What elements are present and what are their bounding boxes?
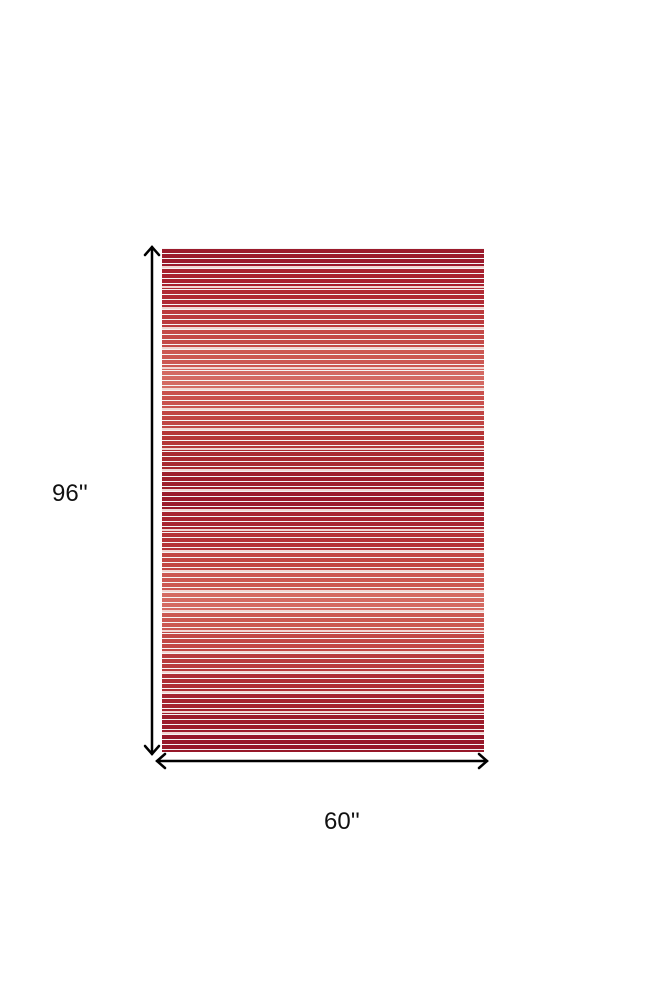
rug-band — [162, 509, 484, 530]
rug-band — [162, 488, 484, 510]
rug-band — [162, 407, 484, 429]
rug-band — [162, 306, 484, 327]
width-arrow-right-head — [477, 752, 489, 770]
height-arrow-top-head — [143, 245, 161, 257]
width-arrow-left-head — [155, 752, 167, 770]
rug-band — [162, 610, 484, 631]
rug-band — [162, 347, 484, 368]
rug-band — [162, 630, 484, 651]
rug-band — [162, 691, 484, 712]
rug-band — [162, 326, 484, 348]
rug-band — [162, 248, 484, 267]
striped-rug-image — [162, 248, 484, 752]
rug-band — [162, 286, 484, 307]
rug-band — [162, 428, 484, 449]
rug-band — [162, 711, 484, 732]
width-dimension-label: 60'' — [324, 808, 360, 835]
rug-band — [162, 650, 484, 671]
rug-band — [162, 589, 484, 611]
rug-band — [162, 266, 484, 287]
rug-band — [162, 569, 484, 590]
height-dimension-label: 96'' — [52, 480, 88, 507]
rug-band — [162, 549, 484, 570]
rug-band — [162, 468, 484, 489]
rug-band — [162, 448, 484, 469]
height-arrow-bottom-head — [143, 744, 161, 756]
rug-band — [162, 387, 484, 408]
rug-band — [162, 367, 484, 388]
rug-band — [162, 529, 484, 550]
rug-band — [162, 670, 484, 692]
rug-band — [162, 731, 484, 752]
